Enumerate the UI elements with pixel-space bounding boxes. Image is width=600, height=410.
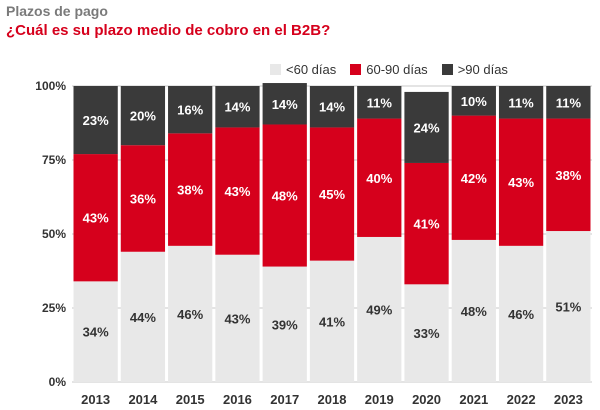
y-tick-label-4: 100% [35, 79, 66, 93]
bar-lt60-2021 [451, 239, 496, 382]
data-label-lt60-2017: 39% [272, 317, 298, 332]
x-tick-label-2020: 2020 [412, 392, 441, 407]
bar-60-90-2013 [73, 154, 118, 282]
x-tick-label-2014: 2014 [128, 392, 158, 407]
bar-gt90-2017 [262, 83, 307, 125]
data-label-lt60-2022: 46% [508, 307, 534, 322]
legend-swatch-lt60 [270, 64, 281, 75]
y-tick-label-0: 0% [49, 375, 67, 389]
bar-60-90-2017 [262, 124, 307, 267]
legend-item-60-90: 60-90 días [350, 62, 428, 77]
legend-item-gt90: >90 días [441, 62, 508, 77]
bar-60-90-2020 [404, 162, 449, 285]
bar-gt90-2019 [357, 86, 402, 119]
legend-swatch-60-90 [350, 64, 362, 75]
bar-gt90-2013 [73, 86, 118, 155]
bar-60-90-2014 [120, 145, 166, 252]
bar-60-90-2019 [357, 118, 402, 237]
y-tick-label-2: 50% [42, 227, 66, 241]
bar-60-90-2022 [498, 118, 544, 246]
chart-subtitle: ¿Cuál es su plazo medio de cobro en el B… [6, 22, 331, 39]
bar-gt90-2022 [498, 86, 544, 119]
bar-gt90-2020 [404, 91, 449, 163]
data-label-60-90-2021: 42% [461, 171, 487, 186]
x-tick-label-2022: 2022 [507, 392, 536, 407]
bar-lt60-2016 [215, 254, 260, 382]
data-label-gt90-2017: 14% [272, 97, 298, 112]
x-tick-label-2021: 2021 [459, 392, 488, 407]
bar-lt60-2014 [120, 251, 166, 382]
chart-title: Plazos de pago [6, 3, 108, 19]
legend-label-60-90: 60-90 días [366, 62, 428, 77]
bar-lt60-2022 [498, 245, 544, 382]
data-label-60-90-2020: 41% [414, 217, 440, 232]
bar-60-90-2021 [451, 115, 496, 240]
bar-gt90-2016 [215, 86, 260, 128]
legend-label-lt60: <60 días [286, 62, 337, 77]
bar-gt90-2023 [546, 86, 591, 119]
legend: <60 días 60-90 días >90 días [270, 62, 508, 77]
data-label-60-90-2022: 43% [508, 175, 534, 190]
legend-item-lt60: <60 días [270, 62, 336, 77]
x-tick-label-2015: 2015 [176, 392, 205, 407]
x-tick-label-2023: 2023 [554, 392, 583, 407]
x-tick-label-2019: 2019 [365, 392, 394, 407]
x-tick-label-2016: 2016 [223, 392, 252, 407]
data-label-60-90-2017: 48% [272, 189, 298, 204]
bar-gt90-2021 [451, 86, 496, 116]
bar-lt60-2017 [262, 266, 307, 382]
legend-label-gt90: >90 días [457, 62, 508, 77]
data-label-gt90-2016: 14% [224, 100, 250, 115]
data-label-60-90-2013: 43% [83, 211, 109, 226]
bar-lt60-2019 [357, 236, 402, 382]
data-label-lt60-2021: 48% [461, 304, 487, 319]
y-tick-label-1: 25% [42, 301, 66, 315]
data-label-lt60-2018: 41% [319, 314, 345, 329]
data-label-60-90-2016: 43% [224, 184, 250, 199]
data-label-gt90-2022: 11% [508, 95, 534, 110]
bar-gt90-2015 [168, 86, 213, 134]
data-label-gt90-2020: 24% [414, 120, 440, 135]
bar-60-90-2018 [309, 127, 355, 261]
bar-gt90-2014 [120, 86, 166, 146]
data-label-gt90-2015: 16% [177, 103, 203, 118]
data-label-gt90-2023: 11% [556, 95, 582, 110]
data-label-gt90-2013: 23% [83, 113, 109, 128]
data-label-60-90-2015: 38% [177, 183, 203, 198]
bar-lt60-2020 [404, 284, 449, 382]
data-label-lt60-2019: 49% [366, 302, 392, 317]
bar-60-90-2016 [215, 127, 260, 255]
data-label-60-90-2023: 38% [555, 168, 581, 183]
bar-gt90-2018 [309, 86, 355, 128]
bar-lt60-2023 [546, 231, 591, 382]
bar-60-90-2023 [546, 118, 591, 232]
y-tick-label-3: 75% [42, 153, 66, 167]
data-label-60-90-2018: 45% [319, 187, 345, 202]
bar-lt60-2018 [309, 260, 355, 382]
data-label-gt90-2014: 20% [130, 109, 156, 124]
bar-lt60-2013 [73, 281, 118, 382]
data-label-lt60-2015: 46% [177, 307, 203, 322]
data-label-lt60-2014: 44% [130, 310, 156, 325]
x-tick-label-2013: 2013 [81, 392, 110, 407]
x-tick-label-2018: 2018 [318, 392, 347, 407]
data-label-gt90-2021: 10% [461, 94, 487, 109]
bar-lt60-2015 [168, 245, 213, 382]
data-label-60-90-2014: 36% [130, 191, 156, 206]
data-label-gt90-2018: 14% [319, 100, 345, 115]
data-label-lt60-2023: 51% [555, 300, 581, 315]
data-label-lt60-2020: 33% [414, 326, 440, 341]
data-label-lt60-2016: 43% [224, 311, 250, 326]
data-label-lt60-2013: 34% [83, 325, 109, 340]
bar-60-90-2015 [168, 133, 213, 246]
data-label-gt90-2019: 11% [367, 95, 393, 110]
x-tick-label-2017: 2017 [270, 392, 299, 407]
data-label-60-90-2019: 40% [366, 171, 392, 186]
legend-swatch-gt90 [441, 64, 453, 75]
